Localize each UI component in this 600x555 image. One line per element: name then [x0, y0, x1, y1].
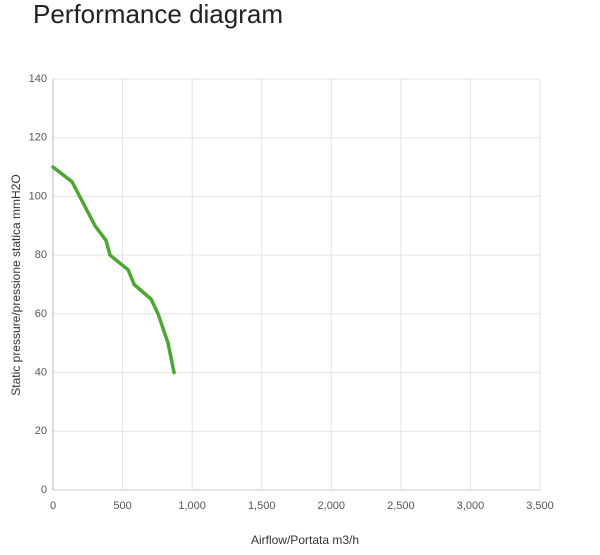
y-tick-label: 140 [29, 73, 47, 85]
data-line [51, 165, 176, 375]
x-tick-label: 3,000 [457, 500, 485, 512]
y-tick-label: 120 [29, 132, 47, 144]
y-tick-label: 80 [35, 249, 47, 261]
chart-title: Performance diagram [33, 0, 283, 29]
x-tick-label: 1,500 [248, 500, 276, 512]
y-tick-label: 20 [35, 425, 47, 437]
x-tick-label: 1,000 [178, 500, 206, 512]
y-tick-label: 60 [35, 308, 47, 320]
x-axis-label: Airflow/Portata m3/h [251, 533, 359, 547]
y-tick-label: 40 [35, 366, 47, 378]
x-tick-label: 0 [50, 500, 56, 512]
x-tick-label: 2,500 [387, 500, 415, 512]
y-tick-label: 0 [41, 484, 47, 496]
y-tick-label: 100 [29, 190, 47, 202]
x-tick-label: 2,000 [318, 500, 346, 512]
y-axis-label: Static pressure/pressione statica mmH2O [9, 174, 23, 395]
x-tick-label: 3,500 [526, 500, 554, 512]
x-tick-label: 500 [113, 500, 131, 512]
